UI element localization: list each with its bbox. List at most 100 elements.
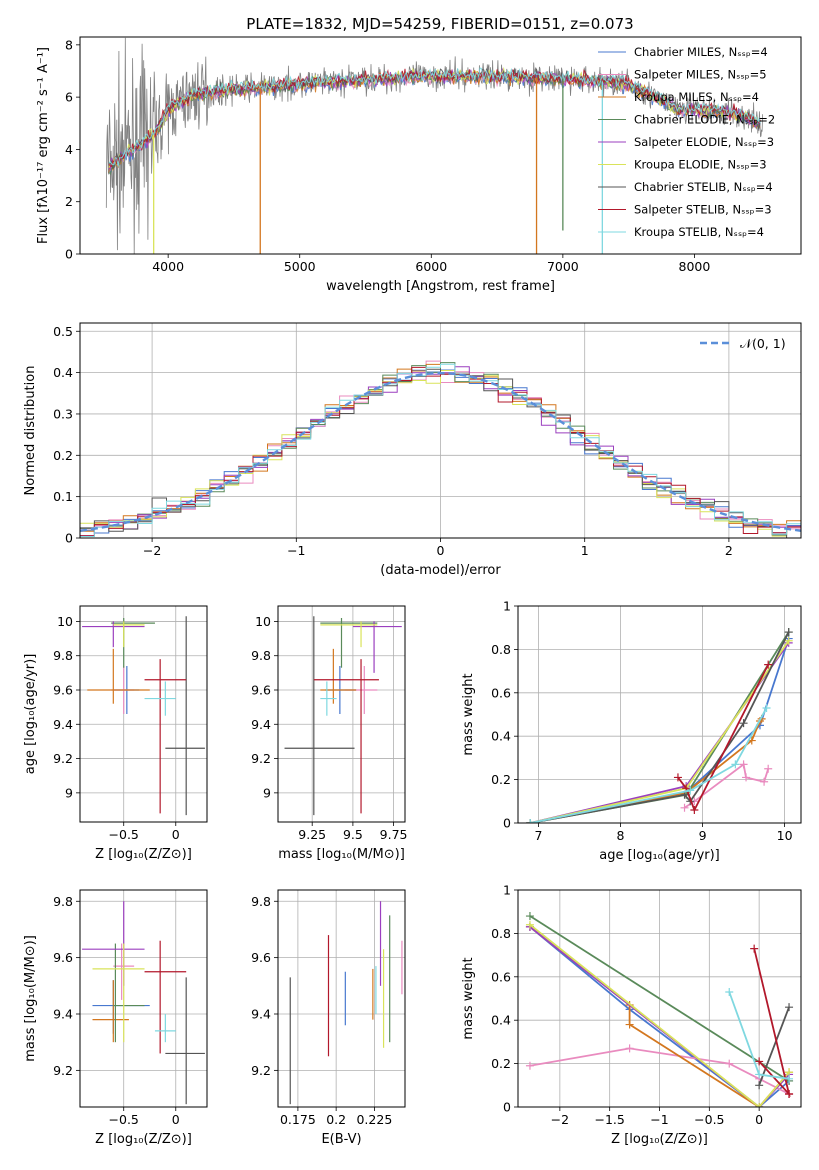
x-axis-label: mass [log₁₀(M/M⊙)] bbox=[278, 847, 405, 862]
legend-entry: Chabrier ELODIE, Nₛₛₚ=2 bbox=[634, 113, 775, 127]
legend-entry: 𝒩(0, 1) bbox=[740, 336, 786, 351]
series-kroupa_miles-line bbox=[530, 718, 763, 823]
x-tick-label: 1 bbox=[581, 543, 589, 558]
series-chabrier_stelib-line bbox=[758, 1006, 790, 1086]
y-tick-label: 9.8 bbox=[251, 894, 271, 909]
x-tick-label: 0.175 bbox=[280, 1112, 316, 1127]
x-axis-label: E(B-V) bbox=[321, 1132, 361, 1147]
plot-area-mass_weight_vs_Z bbox=[525, 912, 794, 1107]
x-tick-label: 5000 bbox=[284, 259, 316, 274]
series-salpeter_miles-point bbox=[725, 1059, 734, 1068]
y-tick-label: 9.4 bbox=[251, 717, 271, 732]
y-tick-label: 9.8 bbox=[251, 648, 271, 663]
axes-frame bbox=[79, 605, 208, 823]
legend-entry: Kroupa MILES, Nₛₛₚ=4 bbox=[634, 90, 759, 104]
y-tick-label: 0.8 bbox=[491, 642, 511, 657]
histogram-chabrier_stelib-step bbox=[80, 368, 801, 538]
series-salpeter_stelib-line bbox=[753, 948, 791, 1098]
x-tick-label: −1.5 bbox=[594, 1112, 624, 1127]
x-axis-label: (data-model)/error bbox=[380, 563, 501, 578]
series-salpeter_stelib-line bbox=[677, 664, 770, 813]
series-kroupa_stelib-point bbox=[755, 1070, 764, 1079]
series-salpeter_miles-point bbox=[742, 773, 751, 782]
plot-area-mass_vs_Z bbox=[82, 901, 205, 1105]
x-tick-label: −2 bbox=[551, 1112, 569, 1127]
x-tick-label: 10 bbox=[777, 828, 793, 843]
x-axis-label: wavelength [Angstrom, rest frame] bbox=[326, 279, 555, 294]
y-tick-label: 1 bbox=[503, 883, 511, 898]
y-tick-label: 9.6 bbox=[53, 683, 73, 698]
series-chabrier_elodie-line bbox=[529, 915, 790, 1082]
legend-entry: Chabrier STELIB, Nₛₛₚ=4 bbox=[634, 180, 773, 194]
panel-mass_vs_Z: −0.5 0 9.2 9.4 9.6 9.8 Z [log₁₀(Z/Z⊙)] mass [lo… bbox=[23, 889, 208, 1147]
series-chabrier_stelib-point bbox=[739, 719, 748, 728]
y-tick-label: 0.4 bbox=[53, 365, 73, 380]
series-salpeter_elodie-line bbox=[529, 926, 790, 1107]
y-tick-label: 0.8 bbox=[491, 926, 511, 941]
y-tick-label: 0.1 bbox=[53, 489, 73, 504]
y-tick-label: 9.2 bbox=[53, 1063, 73, 1078]
x-tick-label: 4000 bbox=[152, 259, 184, 274]
panel-mass_weight_vs_Z: −2 −1.5 −1 −0.5 0 0 0.2 0.4 0.6 0.8 1 Z [log₁₀(Z/Z⊙… bbox=[461, 883, 802, 1147]
x-tick-label: 9.75 bbox=[380, 827, 408, 842]
panel-spectrum: 4000 5000 6000 7000 8000 0 2 4 6 8 wavelength [Ang… bbox=[36, 36, 802, 294]
legend-entry: Chabrier MILES, Nₛₛₚ=4 bbox=[634, 45, 768, 59]
x-axis-label: age [log₁₀(age/yr)] bbox=[599, 848, 720, 863]
y-tick-label: 9.4 bbox=[53, 717, 73, 732]
axes-frame bbox=[79, 36, 802, 255]
x-tick-label: 6000 bbox=[415, 259, 447, 274]
series-kroupa_stelib-point bbox=[762, 703, 771, 712]
series-kroupa_elodie-point bbox=[525, 920, 534, 929]
x-tick-label: 0 bbox=[172, 827, 180, 842]
y-tick-label: 0 bbox=[65, 247, 73, 262]
panel-residuals: −2 −1 0 1 2 0 0.1 0.2 0.3 0.4 0.5 (data-model)/erro… bbox=[23, 322, 802, 578]
x-tick-label: 8 bbox=[617, 828, 625, 843]
x-tick-label: 0 bbox=[755, 1112, 763, 1127]
x-axis-label: Z [log₁₀(Z/Z⊙)] bbox=[95, 1132, 192, 1147]
gaussian-reference-line bbox=[80, 371, 801, 532]
y-tick-label: 6 bbox=[65, 90, 73, 105]
series-salpeter_stelib-point bbox=[764, 660, 773, 669]
x-tick-label: 7000 bbox=[547, 259, 579, 274]
series-salpeter_miles-point bbox=[525, 1061, 534, 1070]
y-tick-label: 9.2 bbox=[251, 1063, 271, 1078]
y-tick-label: 0.5 bbox=[53, 324, 73, 339]
axes-frame bbox=[79, 322, 802, 539]
x-tick-label: −1 bbox=[650, 1112, 668, 1127]
legend-entry: Salpeter STELIB, Nₛₛₚ=3 bbox=[634, 203, 772, 217]
legend: 𝒩(0, 1) bbox=[700, 336, 786, 351]
y-tick-label: 10 bbox=[255, 614, 271, 629]
y-tick-label: 9.6 bbox=[251, 950, 271, 965]
y-axis-label: mass [log₁₀(M/M⊙)] bbox=[23, 935, 38, 1062]
y-tick-label: 9.8 bbox=[53, 648, 73, 663]
y-tick-label: 0.6 bbox=[491, 969, 511, 984]
series-kroupa_elodie-point bbox=[784, 636, 793, 645]
panel-age_vs_Z: −0.5 0 9 9.2 9.4 9.6 9.8 10 Z [log₁₀(Z/Z⊙)] age [… bbox=[23, 605, 208, 862]
legend-entry: Salpeter MILES, Nₛₛₚ=5 bbox=[634, 68, 767, 82]
x-tick-label: 9.25 bbox=[298, 827, 326, 842]
series-kroupa_elodie-line bbox=[530, 640, 790, 823]
histogram-kroupa_stelib-step bbox=[80, 363, 801, 537]
y-tick-label: 2 bbox=[65, 194, 73, 209]
series-kroupa_stelib-point bbox=[785, 1074, 794, 1083]
series-kroupa_stelib-point bbox=[725, 987, 734, 996]
y-axis-label: mass weight bbox=[461, 673, 476, 755]
plot-area-mass_weight_vs_age bbox=[526, 628, 793, 823]
legend-entry: Kroupa ELODIE, Nₛₛₚ=3 bbox=[634, 158, 767, 172]
y-axis-label: Normed distribution bbox=[23, 366, 38, 496]
y-axis-label: Flux [fλ10⁻¹⁷ erg cm⁻² s⁻¹ A⁻¹] bbox=[36, 47, 51, 244]
x-tick-label: 8000 bbox=[679, 259, 711, 274]
plot-area-age_vs_Z bbox=[82, 616, 205, 816]
legend-entry: Kroupa STELIB, Nₛₛₚ=4 bbox=[634, 225, 764, 239]
y-tick-label: 0.2 bbox=[491, 772, 511, 787]
x-tick-label: 0.225 bbox=[356, 1112, 392, 1127]
axes-frame bbox=[79, 889, 208, 1108]
series-salpeter_miles-point bbox=[764, 764, 773, 773]
y-tick-label: 9.4 bbox=[53, 1007, 73, 1022]
x-tick-label: −2 bbox=[143, 543, 161, 558]
series-chabrier_stelib-point bbox=[755, 1081, 764, 1090]
series-salpeter_miles-point bbox=[680, 803, 689, 812]
y-axis-label: age [log₁₀(age/yr)] bbox=[23, 654, 38, 775]
axes-frame bbox=[517, 889, 802, 1108]
series-kroupa_stelib-point bbox=[731, 760, 740, 769]
